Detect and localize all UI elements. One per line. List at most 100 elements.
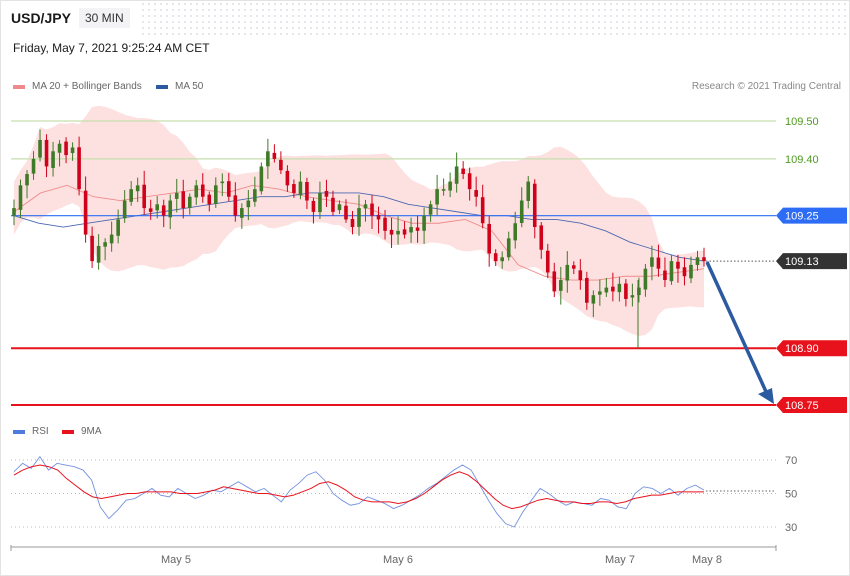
- candle-body: [624, 283, 628, 299]
- candle-body: [12, 208, 16, 216]
- level-tag: [776, 397, 847, 413]
- rsi-ma-line: [13, 464, 704, 510]
- candle-body: [324, 190, 329, 197]
- candle-body: [637, 287, 641, 296]
- candle-body: [344, 205, 348, 220]
- level-tag: [776, 207, 847, 224]
- candle-body: [305, 182, 309, 201]
- candle-body: [292, 184, 296, 193]
- candle-body: [207, 194, 212, 205]
- candle-body: [31, 158, 36, 174]
- candle-body: [461, 168, 465, 175]
- rsi-line: [13, 455, 705, 528]
- candle-body: [428, 204, 433, 215]
- credit-text: Research © 2021 Trading Central: [691, 81, 841, 92]
- header-pattern: [140, 1, 848, 35]
- candle-body: [57, 143, 62, 153]
- candle-body: [122, 200, 127, 219]
- candle-body: [630, 295, 635, 298]
- candle-body: [383, 217, 387, 231]
- candle-body: [266, 151, 270, 167]
- candle-body: [83, 190, 88, 235]
- candle-body: [142, 184, 146, 209]
- candle-body: [448, 181, 452, 191]
- candle-body: [532, 183, 537, 228]
- timestamp: Friday, May 7, 2021 9:25:24 AM CET: [13, 41, 210, 55]
- candle-body: [487, 223, 491, 254]
- ma50-swatch: [156, 84, 168, 89]
- candle-body: [467, 173, 472, 190]
- candle-body: [545, 250, 550, 273]
- candle-body: [676, 261, 680, 269]
- legend-ma20-label: MA 20 + Bollinger Bands: [32, 81, 142, 92]
- x-tick-label: May 8: [692, 554, 722, 566]
- candle-body: [220, 181, 225, 184]
- candle-body: [200, 184, 205, 197]
- candle-body: [604, 287, 609, 293]
- candle-body: [396, 230, 400, 235]
- timeframe-button[interactable]: 30 MIN: [79, 8, 130, 28]
- candle-body: [279, 159, 283, 171]
- candle-body: [689, 264, 693, 279]
- rsi-tick-label: 30: [785, 522, 797, 534]
- level-label: 109.25: [785, 211, 819, 223]
- candle-body: [493, 253, 498, 262]
- candle-body: [240, 208, 244, 218]
- candle-body: [702, 257, 706, 262]
- candle-body: [181, 191, 186, 209]
- candle-body: [298, 181, 303, 196]
- rsi-swatch: [13, 429, 25, 434]
- candle-body: [116, 219, 120, 236]
- candle-body: [552, 271, 557, 292]
- candle-body: [148, 208, 153, 212]
- candle-body: [474, 190, 478, 197]
- ma20-swatch: [13, 84, 25, 89]
- candle-body: [90, 235, 94, 262]
- forecast-arrow-shaft: [705, 261, 770, 397]
- candle-body: [77, 147, 81, 190]
- candle-body: [539, 225, 544, 250]
- level-tag: [776, 253, 847, 270]
- candle-body: [415, 227, 420, 231]
- candle-body: [103, 242, 107, 247]
- candle-body: [682, 267, 687, 277]
- candle-body: [656, 257, 661, 269]
- candle-body: [350, 218, 355, 228]
- candle-body: [513, 223, 518, 241]
- candle-body: [96, 245, 101, 263]
- candle-body: [155, 204, 160, 211]
- forecast-arrow-head: [758, 388, 774, 404]
- candle-body: [109, 234, 114, 244]
- symbol-title: USD/JPY: [11, 10, 71, 26]
- candle-body: [213, 185, 218, 204]
- x-tick-label: May 6: [383, 554, 413, 566]
- candle-body: [435, 189, 439, 205]
- candle-body: [591, 295, 596, 304]
- candle-body: [454, 166, 459, 184]
- candle-body: [357, 208, 361, 227]
- candle-body: [669, 261, 674, 282]
- candle-body: [25, 174, 29, 186]
- candle-body: [51, 151, 55, 168]
- candle-body: [18, 185, 23, 210]
- candle-body: [370, 203, 374, 216]
- candle-body: [480, 197, 485, 224]
- candle-body: [331, 197, 335, 212]
- candle-body: [422, 215, 426, 231]
- candle-body: [259, 166, 264, 192]
- candle-body: [572, 265, 576, 269]
- candle-body: [64, 141, 68, 156]
- level-label: 109.13: [785, 256, 819, 268]
- candle-body: [500, 257, 505, 262]
- candle-body: [585, 277, 589, 303]
- candle-body: [617, 283, 622, 293]
- candle-body: [389, 229, 394, 235]
- candle-body: [38, 139, 42, 158]
- candle-body: [44, 139, 49, 167]
- candle-body: [526, 181, 531, 201]
- candle-body: [272, 152, 277, 159]
- candle-body: [519, 200, 524, 223]
- candle-body: [363, 204, 368, 209]
- candle-body: [227, 181, 231, 197]
